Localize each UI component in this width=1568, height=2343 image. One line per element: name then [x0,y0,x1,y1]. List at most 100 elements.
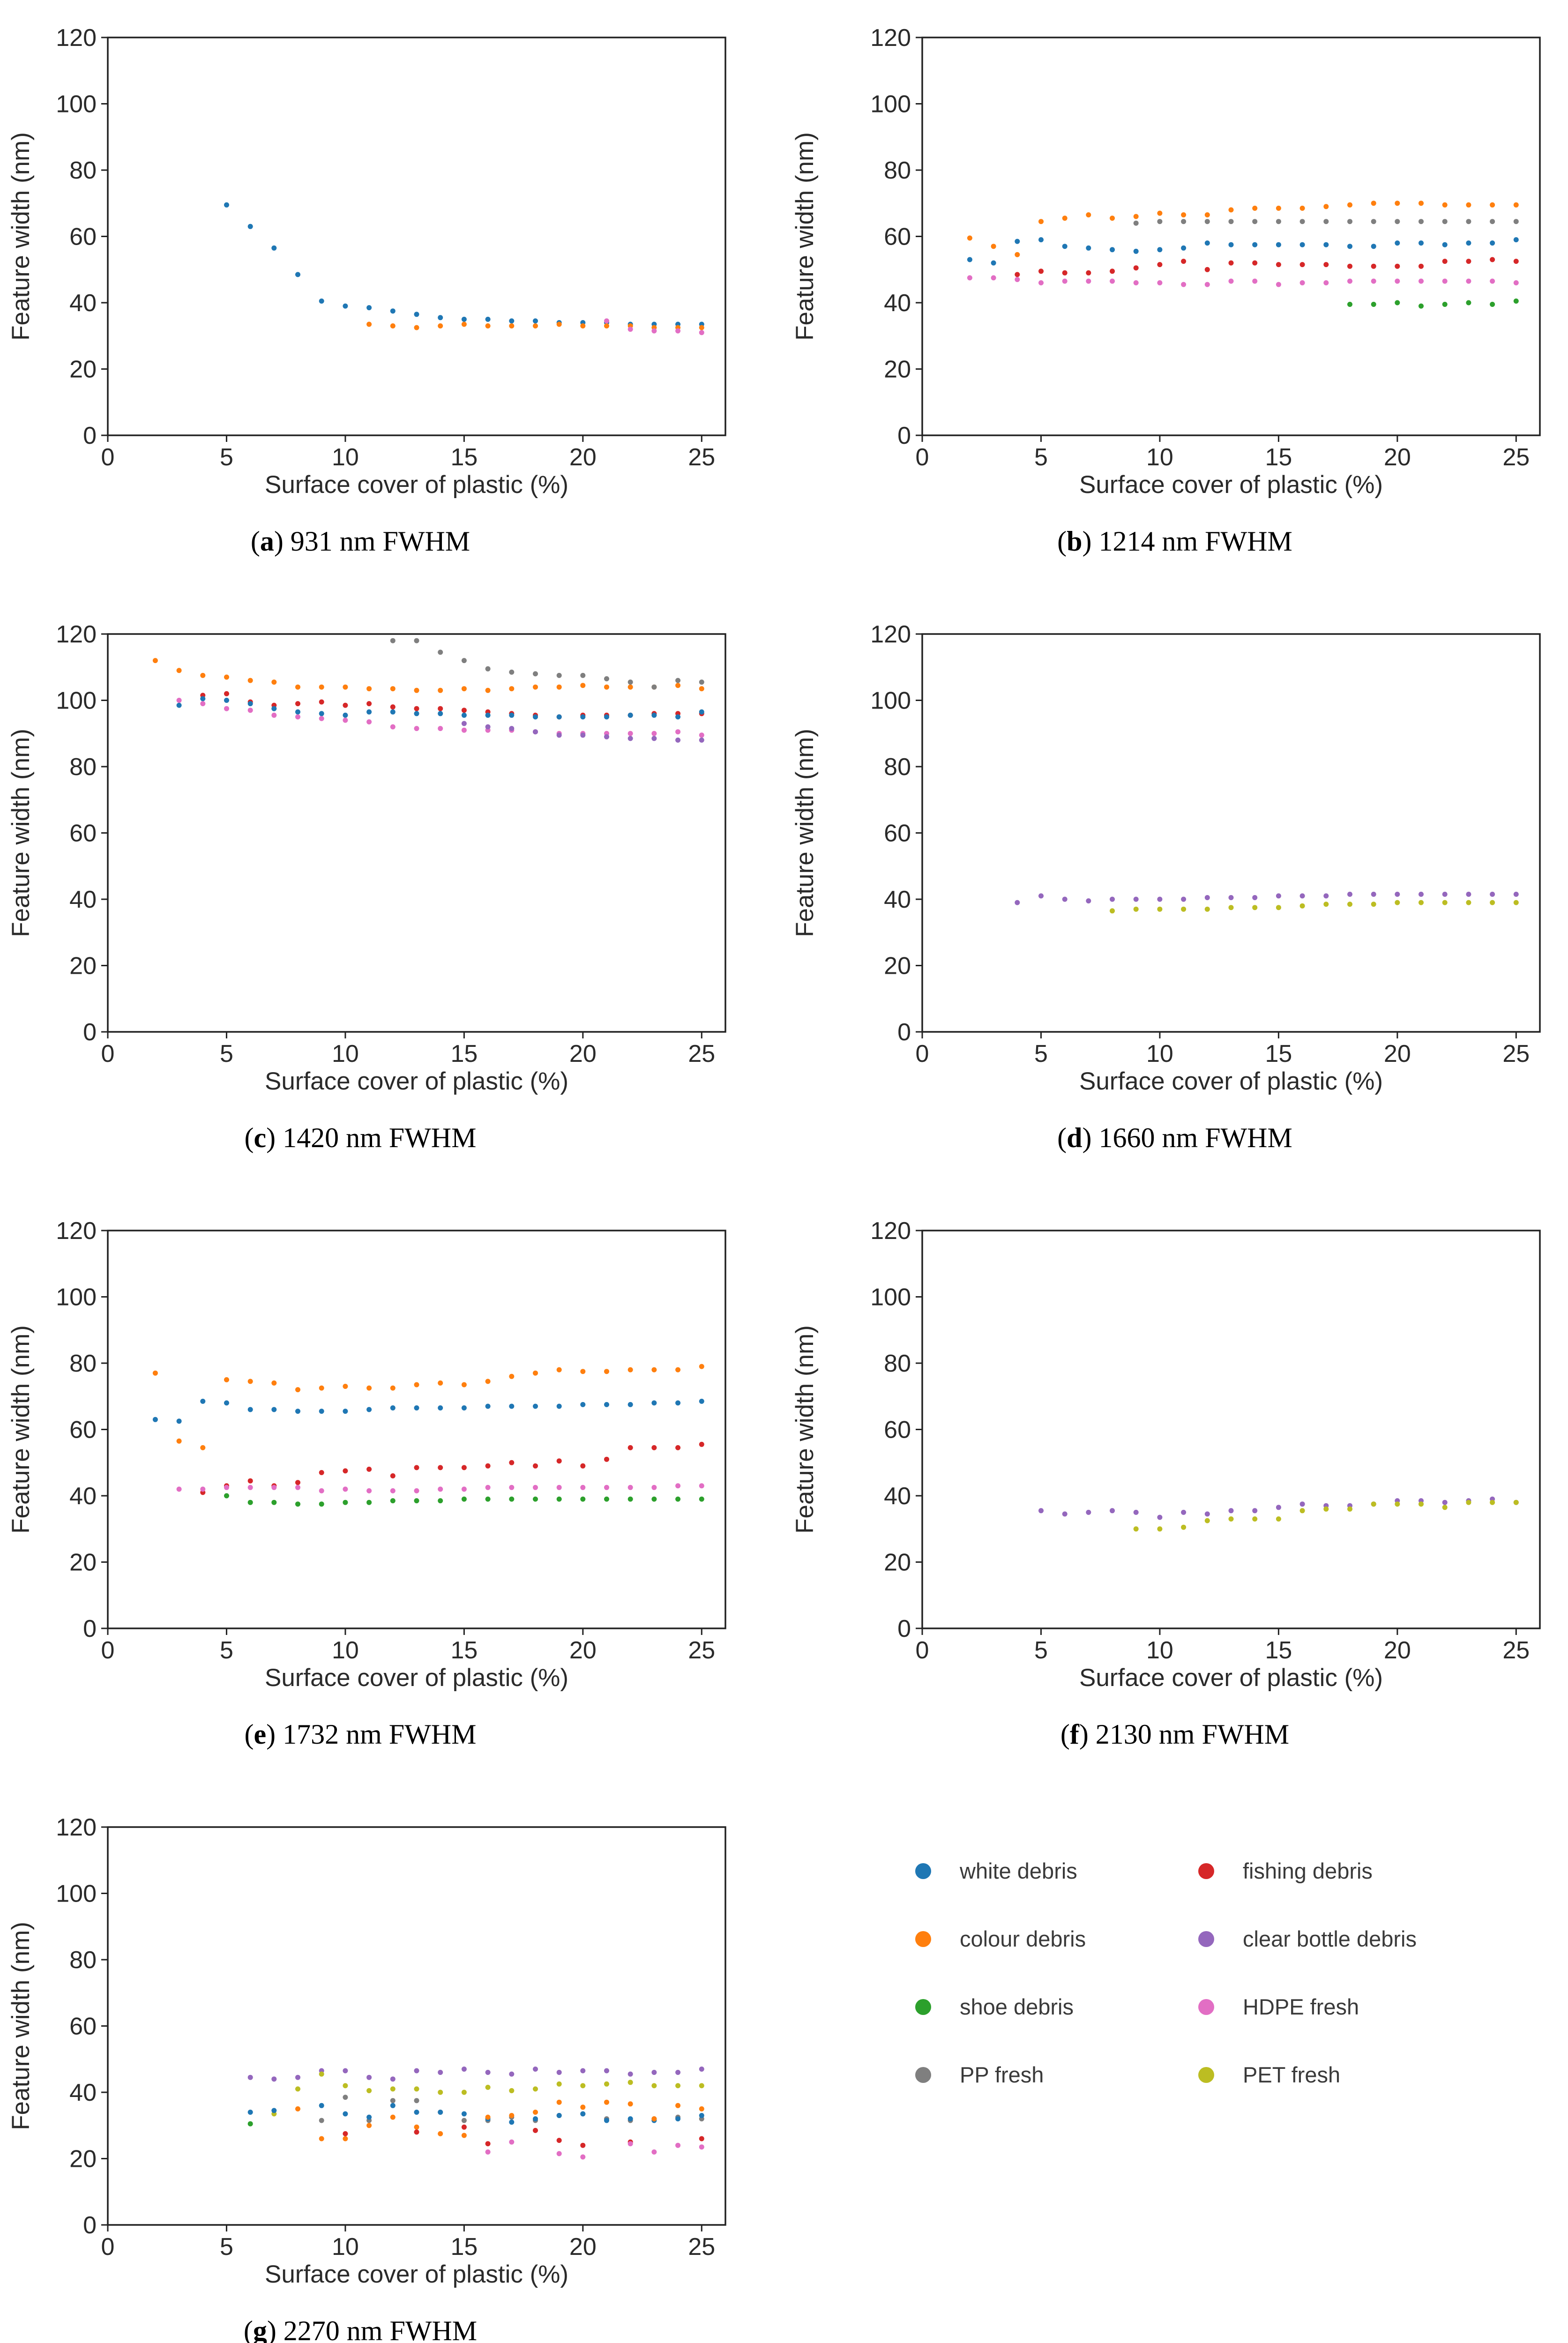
data-point [461,721,467,726]
data-point [1181,259,1187,264]
data-point [651,2149,657,2155]
data-point [414,1498,419,1504]
data-point [1490,202,1495,208]
data-point [343,2095,348,2100]
data-point [1371,278,1376,284]
data-point [1015,239,1020,244]
data-point [461,712,467,718]
data-point [1252,205,1258,211]
data-point [580,1496,586,1502]
subplot-cell-f: 0 5 10 15 20 25 0 20 40 60 80 100 120 Feature width (… [784,1193,1568,1790]
data-point [414,706,419,711]
data-point [247,708,253,713]
data-point [1133,1509,1139,1515]
y-tick-label: 60 [69,1417,97,1444]
data-point [1347,202,1352,208]
data-point [271,706,277,711]
data-point [699,1364,704,1369]
legend-marker-shoe-debris [915,1999,931,2015]
data-point [580,2111,586,2117]
data-point [366,719,372,724]
data-point [319,1488,324,1493]
plot-area [107,633,726,1033]
data-point [1371,902,1376,907]
data-point [651,2070,657,2075]
data-point [627,2116,633,2122]
data-point [1062,1511,1068,1517]
data-point [438,726,443,731]
data-point [366,305,372,311]
series-clear-bottle-debris [1015,891,1519,905]
data-point [1181,245,1187,251]
x-tick-label: 5 [1034,1040,1048,1067]
data-point [1252,895,1258,900]
data-point [271,1407,277,1412]
y-axis-label: Feature width (nm) [7,729,35,937]
data-point [627,327,633,332]
x-tick-label: 20 [1384,1040,1411,1067]
data-point [1395,240,1400,246]
data-point [1419,303,1424,309]
data-point [366,1385,372,1391]
data-point [651,2083,657,2089]
data-point [1133,214,1139,219]
plot-area [107,1230,726,1629]
data-point [1419,900,1424,905]
data-point [1299,903,1305,909]
data-point [1371,1501,1376,1507]
data-point [461,316,467,322]
data-point [533,2110,538,2115]
legend-label: fishing debris [1243,1858,1373,1883]
data-point [295,2086,300,2092]
y-tick-label: 0 [83,1019,97,1046]
data-point [699,330,704,336]
data-point [1157,906,1163,912]
data-point [1299,280,1305,285]
data-point [247,1500,253,1505]
data-point [1228,1508,1234,1514]
data-point [1133,906,1139,912]
y-tick-label: 20 [69,2146,97,2173]
data-point [651,712,657,718]
data-point [438,1486,443,1492]
data-point [224,674,229,680]
data-point [991,244,996,249]
data-point [485,1463,491,1469]
data-point [1276,1516,1281,1522]
data-point [580,1463,586,1469]
data-point [461,658,467,664]
plot-area [921,1230,1541,1629]
data-point [1276,282,1281,287]
y-tick-label: 60 [69,224,97,251]
data-point [675,2142,681,2148]
data-point [390,1385,396,1391]
data-point [1228,278,1234,284]
data-point [485,2084,491,2090]
data-point [699,2144,704,2150]
data-point [1204,1518,1210,1523]
data-point [1299,219,1305,224]
data-point [1513,280,1519,285]
data-point [366,1407,372,1412]
series-white-debris [176,696,704,720]
y-axis-label: Feature width (nm) [7,1325,35,1534]
data-point [699,737,704,743]
data-point [533,323,538,328]
data-point [390,308,396,314]
data-point [1513,298,1519,304]
data-point [319,716,324,721]
y-tick-label: 40 [884,290,911,317]
data-point [1252,905,1258,910]
data-point [991,260,996,266]
data-point [1015,272,1020,277]
data-point [200,701,206,707]
data-point [366,686,372,692]
x-axis-label: Surface cover of plastic (%) [1079,1664,1383,1692]
data-point [533,1485,538,1490]
data-point [485,323,491,328]
data-point [699,1483,704,1489]
data-point [461,1465,467,1470]
data-point [556,2138,562,2143]
data-point [1181,1509,1187,1515]
data-point [343,1500,348,1505]
